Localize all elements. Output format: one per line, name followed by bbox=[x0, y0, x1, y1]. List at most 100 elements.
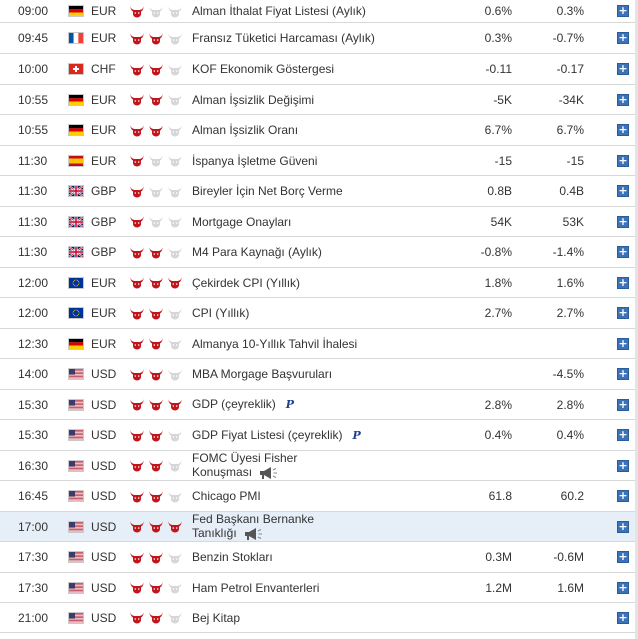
plus-icon[interactable]: + bbox=[617, 4, 629, 17]
event-row[interactable]: 12:30 EUR Almanya 10-Yıllık Tahvil İhalesi… bbox=[0, 329, 638, 359]
event-name-cell[interactable]: Alman İthalat Fiyat Listesi (Aylık) bbox=[192, 0, 442, 22]
event-name[interactable]: Almanya 10-Yıllık Tahvil İhalesi bbox=[192, 337, 357, 351]
event-name-cell[interactable]: Fransız Tüketici Harcaması (Aylık) bbox=[192, 23, 442, 53]
event-name-cell[interactable]: Fed Başkanı Bernanke Tanıklığı bbox=[192, 512, 442, 541]
expand-cell[interactable]: + bbox=[617, 115, 629, 145]
event-name-cell[interactable]: KOF Ekonomik Göstergesi bbox=[192, 54, 442, 84]
event-name-cell[interactable]: MBA Morgage Başvuruları bbox=[192, 359, 442, 389]
event-row[interactable]: 11:30 EUR İspanya İşletme Güveni -15 -15 + bbox=[0, 146, 638, 176]
event-row[interactable]: 16:30 USD FOMC Üyesi Fisher Konuşması + bbox=[0, 451, 638, 481]
plus-icon[interactable]: + bbox=[617, 550, 629, 563]
event-name[interactable]: Benzin Stokları bbox=[192, 550, 273, 564]
event-row[interactable]: 11:30 GBP Mortgage Onayları 54K 53K + bbox=[0, 207, 638, 237]
event-name[interactable]: FOMC Üyesi Fisher Konuşması bbox=[192, 451, 297, 480]
expand-cell[interactable]: + bbox=[617, 329, 629, 358]
event-row[interactable]: 10:55 EUR Alman İşsizlik Oranı 6.7% 6.7% + bbox=[0, 115, 638, 146]
event-row[interactable]: 15:30 USD GDP (çeyreklik) P 2.8% 2.8% + bbox=[0, 390, 638, 420]
event-name-cell[interactable]: Alman İşsizlik Oranı bbox=[192, 115, 442, 145]
expand-cell[interactable]: + bbox=[617, 481, 629, 511]
event-name-cell[interactable]: GDP (çeyreklik) P bbox=[192, 390, 442, 419]
event-row[interactable]: 10:55 EUR Alman İşsizlik Değişimi -5K -34K + bbox=[0, 85, 638, 115]
plus-icon[interactable]: + bbox=[617, 275, 629, 289]
event-row[interactable]: 21:00 USD Bej Kitap + bbox=[0, 603, 638, 633]
plus-icon[interactable]: + bbox=[617, 336, 629, 350]
plus-icon[interactable]: + bbox=[617, 519, 629, 533]
event-name[interactable]: Alman İşsizlik Oranı bbox=[192, 123, 298, 137]
event-name[interactable]: Çekirdek CPI (Yıllık) bbox=[192, 276, 300, 290]
event-row[interactable]: 11:30 GBP Bireyler İçin Net Borç Verme 0.8B… bbox=[0, 176, 638, 207]
event-name[interactable]: CPI (Yıllık) bbox=[192, 306, 249, 320]
event-name-cell[interactable]: Mortgage Onayları bbox=[192, 207, 442, 236]
expand-cell[interactable]: + bbox=[617, 207, 629, 236]
plus-icon[interactable]: + bbox=[617, 610, 629, 624]
plus-icon[interactable]: + bbox=[617, 214, 629, 228]
expand-cell[interactable]: + bbox=[617, 54, 629, 84]
event-row[interactable]: 10:00 CHF KOF Ekonomik Göstergesi -0.11 -0.1… bbox=[0, 54, 638, 85]
event-name[interactable]: M4 Para Kaynağı (Aylık) bbox=[192, 245, 322, 259]
event-row[interactable]: 17:30 USD Ham Petrol Envanterleri 1.2M 1.6M + bbox=[0, 573, 638, 603]
event-name-cell[interactable]: Ham Petrol Envanterleri bbox=[192, 573, 442, 602]
plus-icon[interactable]: + bbox=[617, 31, 629, 44]
plus-icon[interactable]: + bbox=[617, 397, 629, 411]
event-row[interactable]: 14:00 USD MBA Morgage Başvuruları -4.5% + bbox=[0, 359, 638, 390]
event-row[interactable]: 15:30 USD GDP Fiyat Listesi (çeyreklik) P 0.… bbox=[0, 420, 638, 451]
expand-cell[interactable]: + bbox=[617, 512, 629, 541]
event-name-cell[interactable]: Almanya 10-Yıllık Tahvil İhalesi bbox=[192, 329, 442, 358]
event-name[interactable]: Fed Başkanı Bernanke Tanıklığı bbox=[192, 512, 314, 541]
event-name[interactable]: Mortgage Onayları bbox=[192, 215, 291, 229]
event-name-cell[interactable]: M4 Para Kaynağı (Aylık) bbox=[192, 237, 442, 267]
event-row[interactable]: 11:30 GBP M4 Para Kaynağı (Aylık) -0.8% -1.4… bbox=[0, 237, 638, 268]
event-name[interactable]: Bej Kitap bbox=[192, 611, 240, 625]
event-name-cell[interactable]: Benzin Stokları bbox=[192, 542, 442, 572]
event-row[interactable]: 16:45 USD Chicago PMI 61.8 60.2 + bbox=[0, 481, 638, 512]
event-name[interactable]: İspanya İşletme Güveni bbox=[192, 154, 317, 168]
plus-icon[interactable]: + bbox=[617, 306, 629, 319]
event-row[interactable]: 09:45 EUR Fransız Tüketici Harcaması (Aylı… bbox=[0, 23, 638, 54]
event-name-cell[interactable]: İspanya İşletme Güveni bbox=[192, 146, 442, 175]
event-name[interactable]: MBA Morgage Başvuruları bbox=[192, 367, 332, 381]
expand-cell[interactable]: + bbox=[617, 176, 629, 206]
event-row[interactable]: 09:00 EUR Alman İthalat Fiyat Listesi (Ayl… bbox=[0, 0, 638, 23]
event-name-cell[interactable]: GDP Fiyat Listesi (çeyreklik) P bbox=[192, 420, 442, 450]
event-name[interactable]: Bireyler İçin Net Borç Verme bbox=[192, 184, 343, 198]
plus-icon[interactable]: + bbox=[617, 92, 629, 106]
event-name[interactable]: GDP Fiyat Listesi (çeyreklik) P bbox=[192, 428, 361, 443]
event-name-cell[interactable]: Alman İşsizlik Değişimi bbox=[192, 85, 442, 114]
plus-icon[interactable]: + bbox=[617, 245, 629, 258]
expand-cell[interactable]: + bbox=[617, 268, 629, 297]
event-row[interactable]: 17:00 USD Fed Başkanı Bernanke Tanıklığı + bbox=[0, 512, 638, 542]
event-name[interactable]: GDP (çeyreklik) P bbox=[192, 397, 294, 412]
event-name[interactable]: Ham Petrol Envanterleri bbox=[192, 581, 319, 595]
event-name-cell[interactable]: Bej Kitap bbox=[192, 603, 442, 632]
event-name[interactable]: Fransız Tüketici Harcaması (Aylık) bbox=[192, 31, 375, 45]
expand-cell[interactable]: + bbox=[617, 237, 629, 267]
event-name[interactable]: Alman İthalat Fiyat Listesi (Aylık) bbox=[192, 4, 366, 18]
expand-cell[interactable]: + bbox=[617, 573, 629, 602]
plus-icon[interactable]: + bbox=[617, 458, 629, 472]
expand-cell[interactable]: + bbox=[617, 420, 629, 450]
expand-cell[interactable]: + bbox=[617, 146, 629, 175]
plus-icon[interactable]: + bbox=[617, 489, 629, 502]
event-row[interactable]: 12:00 EUR Çekirdek CPI (Yıllık) 1.8% 1.6% + bbox=[0, 268, 638, 298]
expand-cell[interactable]: + bbox=[617, 603, 629, 632]
expand-cell[interactable]: + bbox=[617, 542, 629, 572]
event-name-cell[interactable]: Çekirdek CPI (Yıllık) bbox=[192, 268, 442, 297]
plus-icon[interactable]: + bbox=[617, 580, 629, 594]
event-name-cell[interactable]: CPI (Yıllık) bbox=[192, 298, 442, 328]
event-row[interactable]: 17:30 USD Benzin Stokları 0.3M -0.6M + bbox=[0, 542, 638, 573]
expand-cell[interactable]: + bbox=[617, 451, 629, 480]
expand-cell[interactable]: + bbox=[617, 390, 629, 419]
event-name[interactable]: Chicago PMI bbox=[192, 489, 261, 503]
plus-icon[interactable]: + bbox=[617, 62, 629, 75]
expand-cell[interactable]: + bbox=[617, 0, 629, 22]
plus-icon[interactable]: + bbox=[617, 153, 629, 167]
expand-cell[interactable]: + bbox=[617, 359, 629, 389]
event-name-cell[interactable]: Bireyler İçin Net Borç Verme bbox=[192, 176, 442, 206]
expand-cell[interactable]: + bbox=[617, 23, 629, 53]
event-name[interactable]: KOF Ekonomik Göstergesi bbox=[192, 62, 334, 76]
event-name[interactable]: Alman İşsizlik Değişimi bbox=[192, 93, 314, 107]
event-name-cell[interactable]: Chicago PMI bbox=[192, 481, 442, 511]
expand-cell[interactable]: + bbox=[617, 298, 629, 328]
scrollbar-edge[interactable] bbox=[635, 0, 638, 639]
plus-icon[interactable]: + bbox=[617, 428, 629, 441]
